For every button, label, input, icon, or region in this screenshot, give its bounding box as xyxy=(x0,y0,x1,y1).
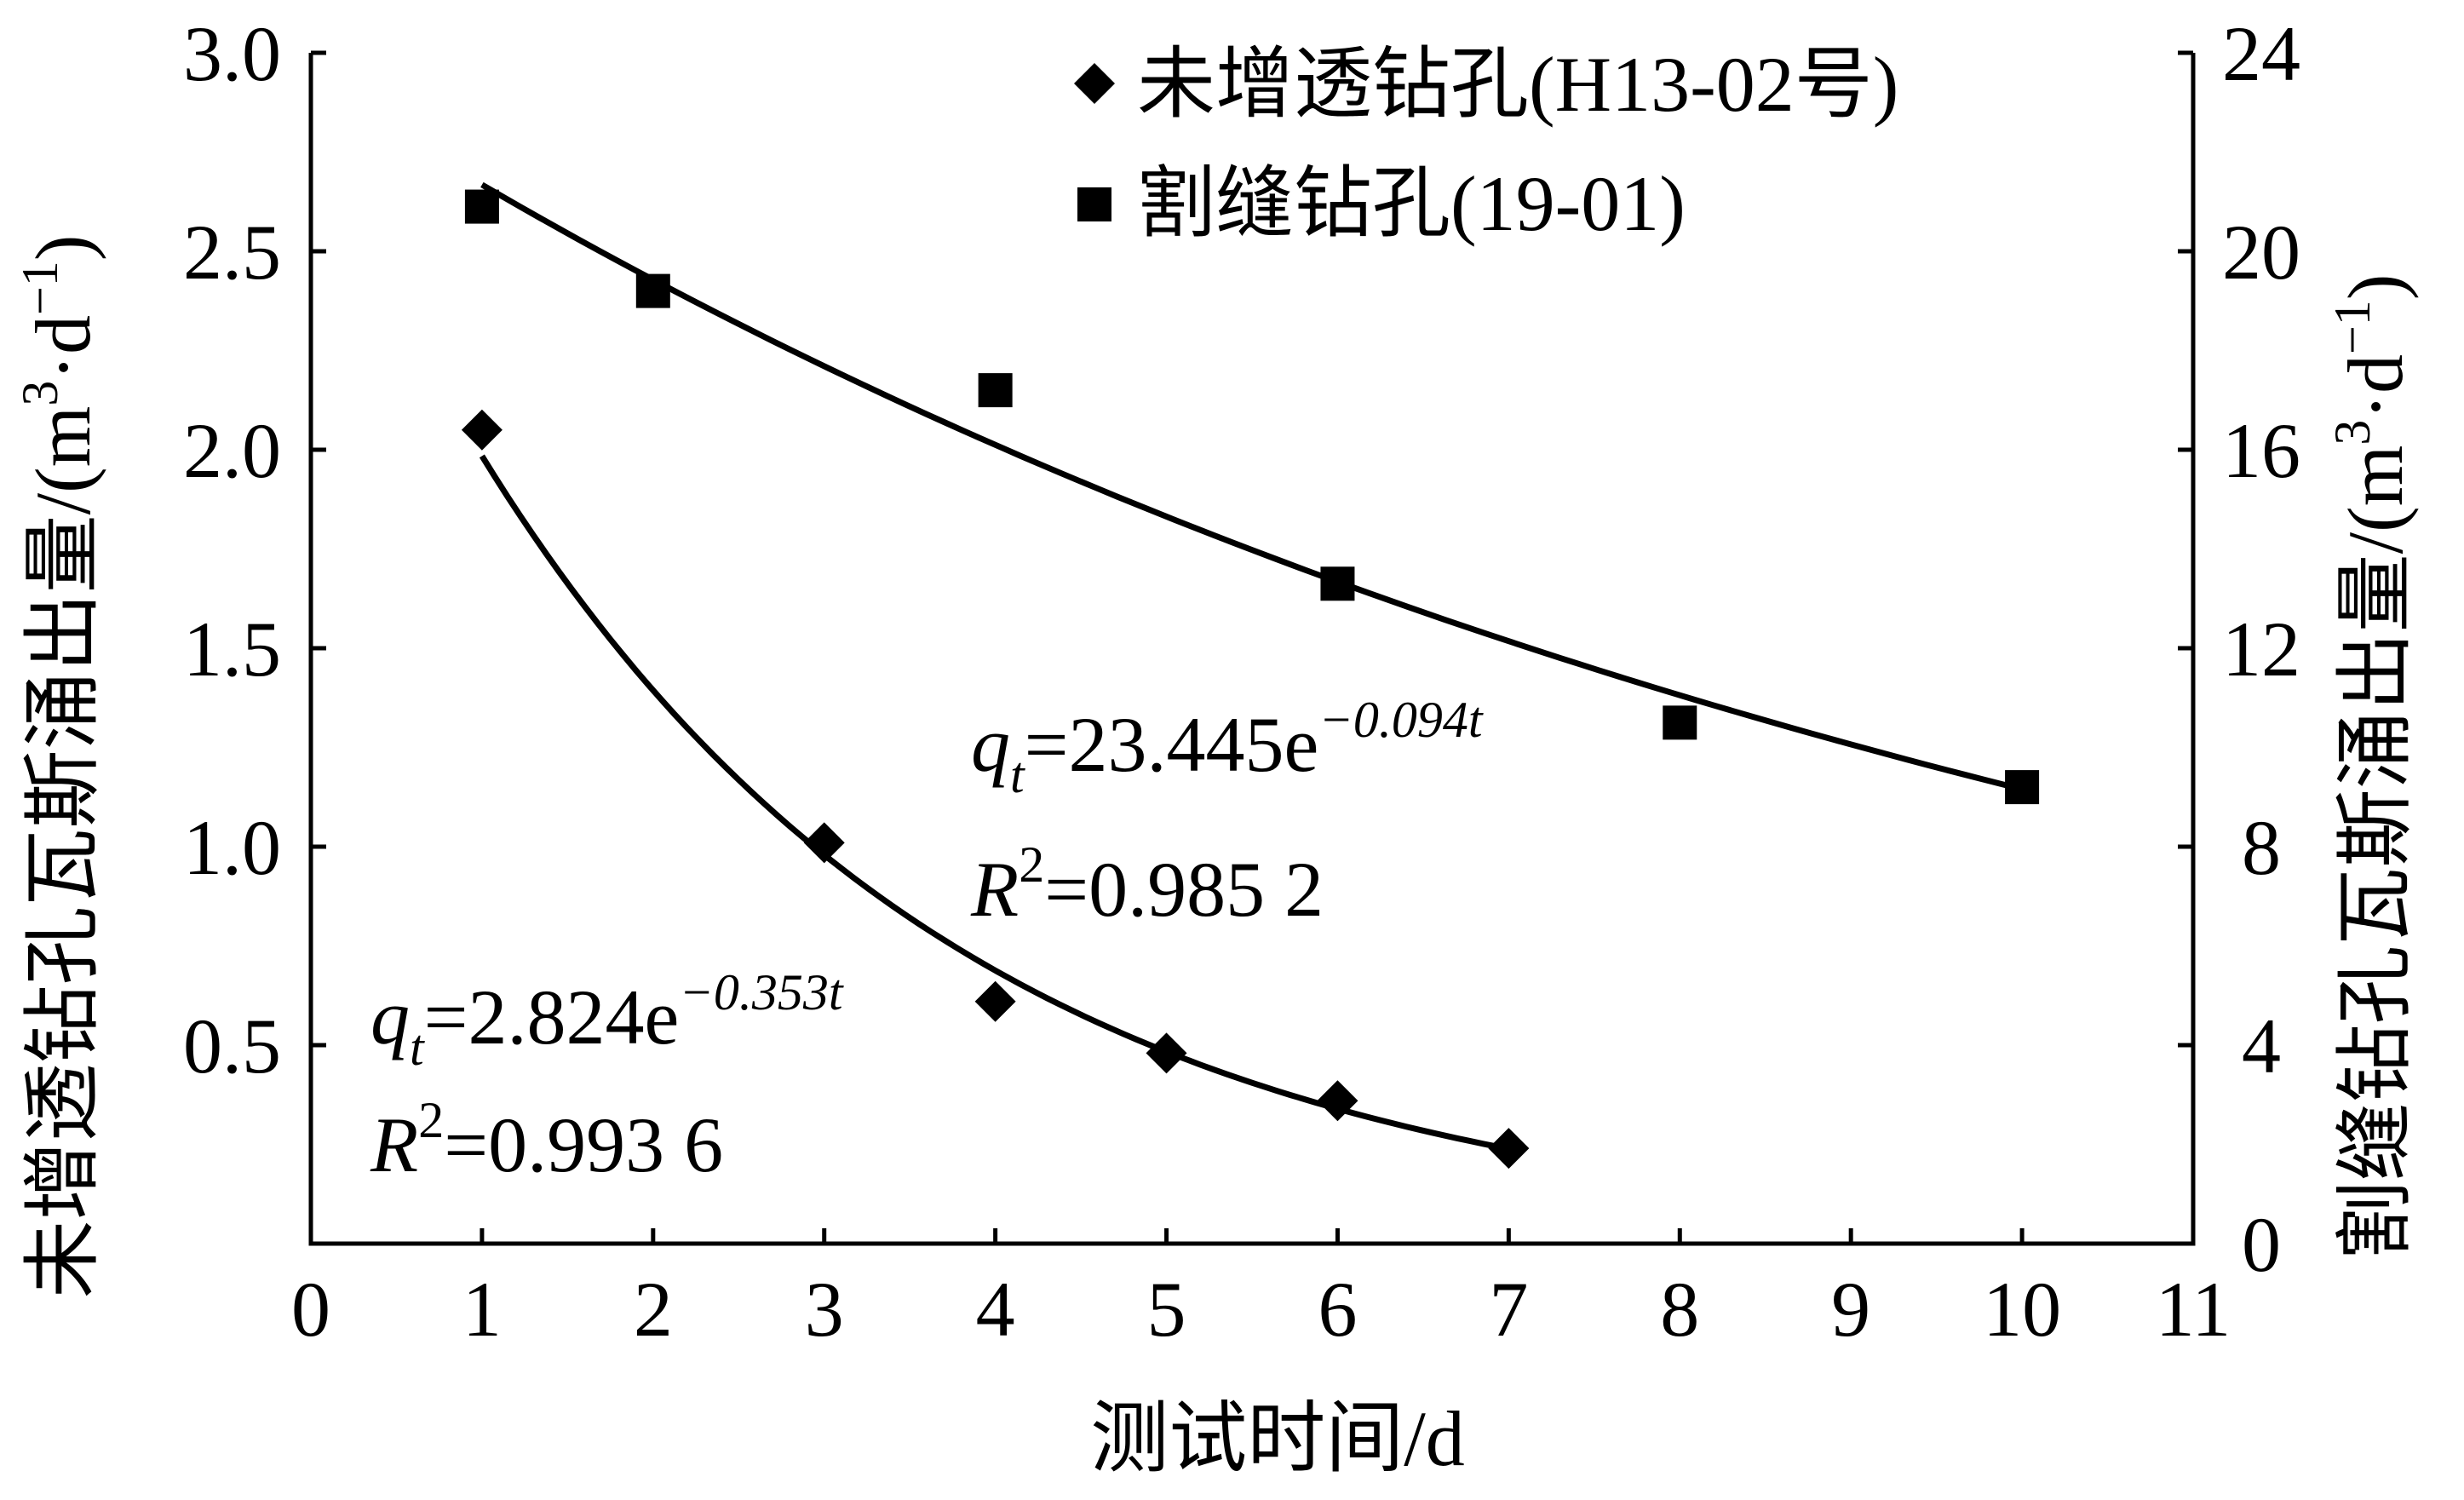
square-point xyxy=(1320,566,1355,601)
y-left-tick-label: 0.5 xyxy=(183,1003,281,1089)
y-right-title-close: ) xyxy=(2332,274,2419,301)
x-axis-ticks: 0 1 2 3 4 5 6 7 8 9 10 11 xyxy=(291,1228,2231,1353)
eq1-q: q xyxy=(370,974,410,1060)
x-axis-title: 测试时间/d xyxy=(1090,1395,1465,1482)
legend-label-series-2: 割缝钻孔(19-01) xyxy=(1137,160,1686,247)
legend-label-series-1: 未增透钻孔(H13-02号) xyxy=(1137,41,1898,128)
diamond-point xyxy=(803,822,845,864)
svg-text:R2=0.985 2: R2=0.985 2 xyxy=(970,836,1324,933)
fit-curve-series-2 xyxy=(480,181,2023,792)
y-right-tick-label: 12 xyxy=(2222,606,2300,693)
y-right-title-sup3: 3 xyxy=(2324,420,2381,445)
y-left-title-sup3: 3 xyxy=(12,381,68,406)
equation-series-1: qt=2.824e−0.353t R2=0.993 6 xyxy=(370,964,844,1188)
data-points xyxy=(461,189,2040,1170)
y-right-tick-label: 8 xyxy=(2242,804,2281,891)
y-right-title-tail: ·d xyxy=(2332,354,2419,420)
eq2-sub: t xyxy=(1010,747,1025,803)
eq2-q: q xyxy=(971,701,1010,788)
eq1-r-val: =0.993 6 xyxy=(444,1101,723,1188)
diamond-point xyxy=(1317,1080,1358,1122)
y-left-title-tail: ·d xyxy=(20,315,106,381)
y-left-title-sup-1: −1 xyxy=(12,261,68,315)
diamond-point xyxy=(1146,1032,1187,1074)
x-tick-label: 8 xyxy=(1660,1266,1699,1353)
svg-text:R2=0.993 6: R2=0.993 6 xyxy=(370,1092,723,1188)
svg-text:qt=2.824e−0.353t: qt=2.824e−0.353t xyxy=(370,964,844,1076)
y-right-tick-label: 16 xyxy=(2222,407,2300,494)
y-right-axis-title: 割缝钻孔瓦斯涌出量/(m3·d−1) xyxy=(2324,274,2419,1260)
eq1-rhs: =2.824e xyxy=(424,974,680,1060)
y-right-tick-label: 20 xyxy=(2222,209,2300,296)
x-tick-label: 9 xyxy=(1831,1266,1870,1353)
eq2-r: R xyxy=(970,846,1019,933)
y-left-tick-label: 2.5 xyxy=(183,209,281,296)
y-left-tick-label: 2.0 xyxy=(183,407,281,494)
x-tick-label: 10 xyxy=(1983,1266,2061,1353)
x-tick-label: 5 xyxy=(1147,1266,1186,1353)
eq2-exp: −0.094t xyxy=(1318,692,1483,748)
x-tick-label: 1 xyxy=(462,1266,502,1353)
eq1-r: R xyxy=(370,1101,418,1188)
legend-square-marker xyxy=(1077,187,1111,221)
y-left-tick-label: 1.0 xyxy=(183,804,281,891)
x-tick-label: 7 xyxy=(1489,1266,1528,1353)
y-right-axis-ticks: 0 4 8 12 16 20 24 xyxy=(2178,10,2300,1288)
diamond-point xyxy=(974,980,1016,1022)
x-tick-label: 3 xyxy=(805,1266,844,1353)
y-left-tick-label: 1.5 xyxy=(183,606,281,693)
y-left-tick-label: 3.0 xyxy=(183,10,281,97)
eq1-r-sup: 2 xyxy=(418,1092,444,1148)
legend: 未增透钻孔(H13-02号) 割缝钻孔(19-01) xyxy=(1074,41,1898,247)
y-left-title-close: ) xyxy=(20,235,106,261)
x-tick-label: 2 xyxy=(634,1266,673,1353)
y-right-tick-label: 24 xyxy=(2222,10,2300,97)
svg-text:qt=23.445e−0.094t: qt=23.445e−0.094t xyxy=(971,692,1484,803)
eq2-r-sup: 2 xyxy=(1019,836,1044,893)
y-right-tick-label: 0 xyxy=(2242,1201,2281,1288)
square-point xyxy=(635,273,670,308)
square-point xyxy=(2005,770,2040,805)
y-right-title-sup-1: −1 xyxy=(2324,300,2381,354)
eq1-exp: −0.353t xyxy=(679,964,843,1020)
y-right-title-main: 割缝钻孔瓦斯涌出量/(m xyxy=(2332,445,2419,1260)
y-left-title-main: 未增透钻孔瓦斯涌出量/(m xyxy=(20,406,106,1299)
square-point xyxy=(1663,705,1697,740)
square-point xyxy=(978,373,1013,408)
diamond-point xyxy=(461,409,503,451)
legend-diamond-marker xyxy=(1074,63,1115,104)
diamond-point xyxy=(1488,1128,1530,1170)
eq2-r-val: =0.985 2 xyxy=(1044,846,1324,933)
y-right-tick-label: 4 xyxy=(2242,1003,2281,1089)
x-tick-label: 11 xyxy=(2156,1266,2231,1353)
x-tick-label: 0 xyxy=(291,1266,330,1353)
y-left-axis-title: 未增透钻孔瓦斯涌出量/(m3·d−1) xyxy=(12,235,106,1299)
eq1-sub: t xyxy=(410,1020,425,1076)
x-tick-label: 4 xyxy=(976,1266,1015,1353)
eq2-rhs: =23.445e xyxy=(1025,701,1319,788)
square-point xyxy=(464,189,499,224)
equation-series-2: qt=23.445e−0.094t R2=0.985 2 xyxy=(970,692,1484,933)
y-left-axis-ticks: 0.5 1.0 1.5 2.0 2.5 3.0 xyxy=(183,10,326,1089)
x-tick-label: 6 xyxy=(1318,1266,1357,1353)
